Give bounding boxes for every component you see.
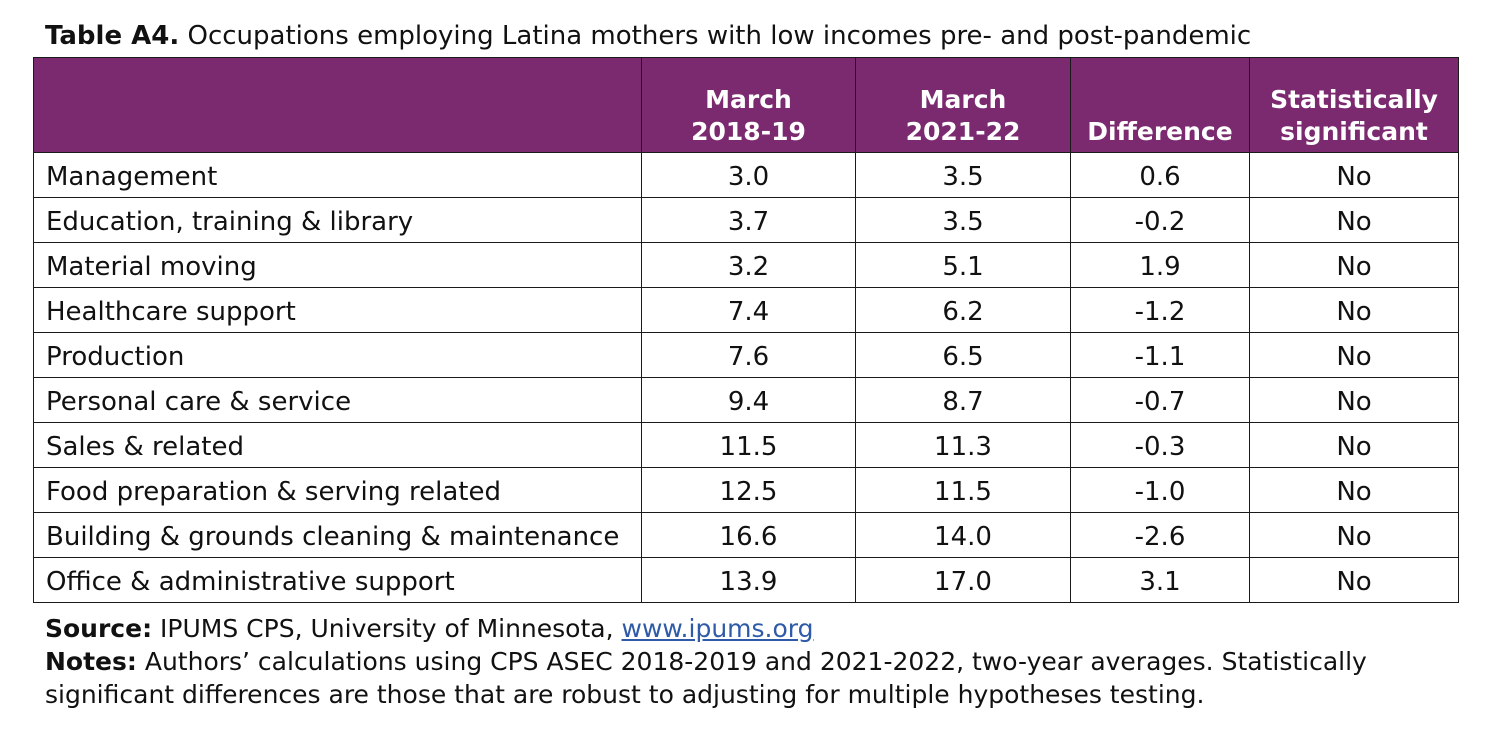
cell-march-2021-22: 8.7 — [855, 377, 1071, 423]
cell-march-2021-22: 11.3 — [855, 422, 1071, 468]
notes-line: Notes: Authors’ calculations using CPS A… — [45, 645, 1465, 711]
table-row: Sales & related 11.5 11.3 -0.3 No — [33, 422, 1459, 468]
header-statistically-significant: Statistically significant — [1249, 57, 1459, 153]
cell-occupation: Food preparation & serving related — [33, 467, 642, 513]
cell-march-2018-19: 7.4 — [641, 287, 856, 333]
cell-difference: 0.6 — [1070, 152, 1250, 198]
source-line: Source: IPUMS CPS, University of Minneso… — [45, 612, 1465, 645]
table-row: Production 7.6 6.5 -1.1 No — [33, 332, 1459, 378]
table-row: Building & grounds cleaning & maintenanc… — [33, 512, 1459, 558]
cell-march-2021-22: 6.2 — [855, 287, 1071, 333]
table-row: Personal care & service 9.4 8.7 -0.7 No — [33, 377, 1459, 423]
table-row: Material moving 3.2 5.1 1.9 No — [33, 242, 1459, 288]
table-title-text: Occupations employing Latina mothers wit… — [187, 21, 1252, 51]
cell-march-2021-22: 17.0 — [855, 557, 1071, 603]
cell-significant: No — [1249, 467, 1459, 513]
table-header-row: March 2018-19 March 2021-22 Difference S… — [33, 57, 1459, 153]
cell-march-2021-22: 5.1 — [855, 242, 1071, 288]
cell-difference: -0.3 — [1070, 422, 1250, 468]
cell-difference: -1.1 — [1070, 332, 1250, 378]
cell-significant: No — [1249, 512, 1459, 558]
header-difference: Difference — [1070, 57, 1250, 153]
cell-march-2018-19: 12.5 — [641, 467, 856, 513]
cell-march-2018-19: 3.7 — [641, 197, 856, 243]
cell-difference: -1.2 — [1070, 287, 1250, 333]
table-row: Education, training & library 3.7 3.5 -0.2 N… — [33, 197, 1459, 243]
cell-march-2018-19: 13.9 — [641, 557, 856, 603]
cell-significant: No — [1249, 422, 1459, 468]
cell-march-2021-22: 3.5 — [855, 197, 1071, 243]
cell-significant: No — [1249, 242, 1459, 288]
table-row: Healthcare support 7.4 6.2 -1.2 No — [33, 287, 1459, 333]
cell-occupation: Healthcare support — [33, 287, 642, 333]
cell-march-2021-22: 6.5 — [855, 332, 1071, 378]
header-line: Difference — [1087, 117, 1233, 146]
cell-march-2018-19: 9.4 — [641, 377, 856, 423]
cell-march-2021-22: 14.0 — [855, 512, 1071, 558]
cell-occupation: Education, training & library — [33, 197, 642, 243]
cell-occupation: Office & administrative support — [33, 557, 642, 603]
table-row: Office & administrative support 13.9 17.0 3… — [33, 557, 1459, 603]
table-row: Food preparation & serving related 12.5 11… — [33, 467, 1459, 513]
header-march-2018-19: March 2018-19 — [641, 57, 856, 153]
header-line: significant — [1280, 117, 1428, 146]
cell-difference: -0.2 — [1070, 197, 1250, 243]
table-row: Management 3.0 3.5 0.6 No — [33, 152, 1459, 198]
cell-difference: -0.7 — [1070, 377, 1250, 423]
cell-difference: -1.0 — [1070, 467, 1250, 513]
header-line: 2021-22 — [905, 117, 1021, 146]
cell-occupation: Sales & related — [33, 422, 642, 468]
notes-lead: Notes: — [45, 647, 137, 676]
cell-significant: No — [1249, 152, 1459, 198]
source-lead: Source: — [45, 614, 153, 643]
table-title-lead: Table A4. — [45, 21, 180, 51]
cell-significant: No — [1249, 287, 1459, 333]
source-text: IPUMS CPS, University of Minnesota, — [160, 614, 614, 643]
cell-difference: 1.9 — [1070, 242, 1250, 288]
header-occupation — [33, 57, 642, 153]
cell-occupation: Production — [33, 332, 642, 378]
header-line: Statistically — [1270, 85, 1438, 114]
cell-significant: No — [1249, 332, 1459, 378]
occupations-table: March 2018-19 March 2021-22 Difference S… — [33, 57, 1459, 603]
notes-text: Authors’ calculations using CPS ASEC 201… — [45, 647, 1367, 709]
table-body: Management 3.0 3.5 0.6 No Education, training… — [33, 152, 1459, 603]
header-line: March — [919, 85, 1007, 114]
cell-occupation: Management — [33, 152, 642, 198]
cell-march-2018-19: 3.0 — [641, 152, 856, 198]
cell-march-2021-22: 3.5 — [855, 152, 1071, 198]
cell-significant: No — [1249, 197, 1459, 243]
header-march-2021-22: March 2021-22 — [855, 57, 1071, 153]
cell-march-2021-22: 11.5 — [855, 467, 1071, 513]
cell-occupation: Material moving — [33, 242, 642, 288]
source-link[interactable]: www.ipums.org — [621, 614, 814, 643]
cell-march-2018-19: 7.6 — [641, 332, 856, 378]
cell-occupation: Building & grounds cleaning & maintenanc… — [33, 512, 642, 558]
cell-difference: 3.1 — [1070, 557, 1250, 603]
header-line: 2018-19 — [691, 117, 806, 146]
cell-march-2018-19: 16.6 — [641, 512, 856, 558]
header-line: March — [705, 85, 792, 114]
cell-significant: No — [1249, 557, 1459, 603]
cell-difference: -2.6 — [1070, 512, 1250, 558]
table-footer: Source: IPUMS CPS, University of Minneso… — [45, 612, 1465, 711]
cell-occupation: Personal care & service — [33, 377, 642, 423]
table-title: Table A4. Occupations employing Latina m… — [45, 19, 1251, 53]
cell-march-2018-19: 3.2 — [641, 242, 856, 288]
cell-significant: No — [1249, 377, 1459, 423]
cell-march-2018-19: 11.5 — [641, 422, 856, 468]
